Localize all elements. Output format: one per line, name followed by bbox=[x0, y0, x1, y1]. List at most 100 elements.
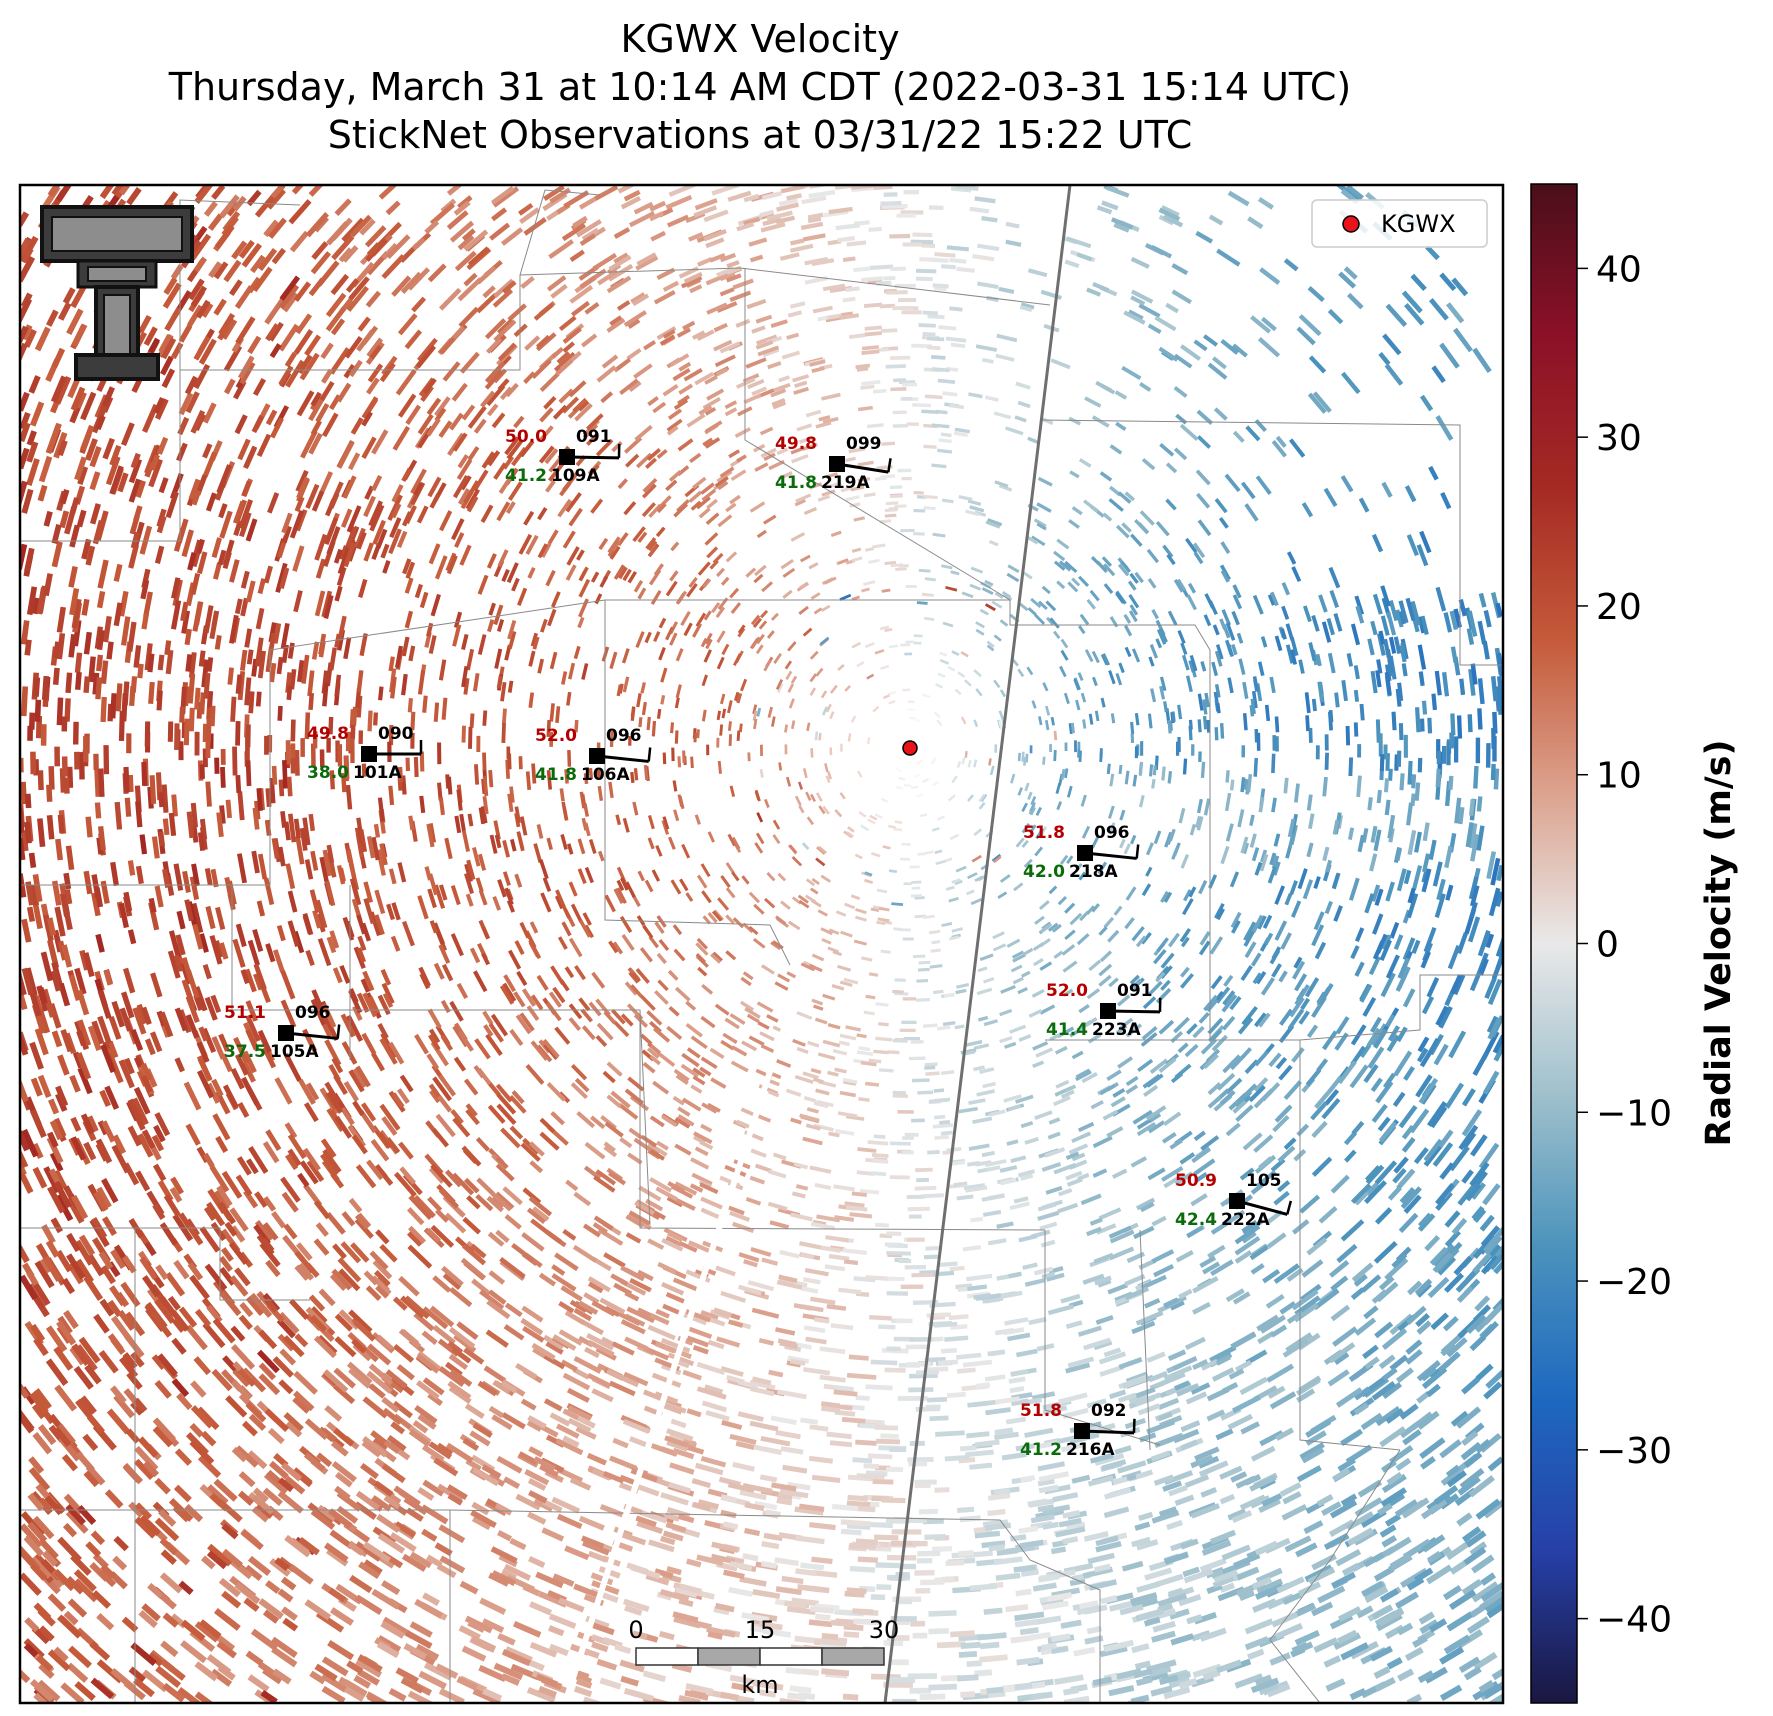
dewpoint-value: 42.4 bbox=[1175, 1210, 1217, 1230]
title-line-1: KGWX Velocity bbox=[620, 17, 900, 61]
dewpoint-value: 41.8 bbox=[535, 765, 577, 785]
temperature-value: 51.8 bbox=[1020, 1401, 1062, 1421]
wind-barb-flag bbox=[887, 458, 892, 473]
station-marker-icon bbox=[829, 456, 845, 472]
colorbar-tick-label: −10 bbox=[1596, 1093, 1672, 1134]
wind-barb-staff bbox=[285, 1031, 338, 1040]
station-marker-icon bbox=[1100, 1003, 1116, 1019]
station-222A: 50.9 105 42.4 222A bbox=[1175, 1171, 1293, 1230]
station-101A: 49.8 090 38.0 101A bbox=[307, 724, 423, 783]
colorbar-tick: 30 bbox=[1577, 418, 1642, 459]
temperature-value: 52.0 bbox=[535, 726, 577, 746]
colorbar: 40 30 20 10 0 −10 −20 −30 −40 Radial Velocity (m… bbox=[1530, 183, 1739, 1704]
colorbar-tick: −20 bbox=[1577, 1262, 1672, 1303]
colorbar-tick-label: 40 bbox=[1596, 249, 1642, 290]
station-marker-icon bbox=[361, 746, 377, 762]
wind-direction-value: 090 bbox=[378, 724, 414, 744]
county-boundaries bbox=[20, 189, 1503, 1703]
legend: KGWX bbox=[1311, 199, 1488, 248]
wind-direction-value: 091 bbox=[576, 427, 612, 447]
station-216A: 51.8 092 41.2 216A bbox=[1020, 1401, 1136, 1460]
wind-barb-staff bbox=[836, 462, 889, 474]
colorbar-tick: −10 bbox=[1577, 1093, 1672, 1134]
station-id-label: 223A bbox=[1092, 1020, 1141, 1040]
wind-barb-flag bbox=[336, 1024, 341, 1039]
dewpoint-value: 41.2 bbox=[505, 466, 547, 486]
station-218A: 51.8 096 42.0 218A bbox=[1023, 823, 1140, 882]
colorbar-tick-label: −30 bbox=[1596, 1431, 1672, 1472]
colorbar-tick: −40 bbox=[1577, 1600, 1672, 1641]
station-219A: 49.8 099 41.8 219A bbox=[775, 434, 892, 493]
title-line-2: Thursday, March 31 at 10:14 AM CDT (2022… bbox=[168, 65, 1352, 109]
colorbar-tick: −30 bbox=[1577, 1431, 1672, 1472]
colorbar-tick-label: 10 bbox=[1596, 756, 1642, 797]
temperature-value: 51.8 bbox=[1023, 823, 1065, 843]
station-id-label: 105A bbox=[270, 1042, 319, 1062]
station-marker-icon bbox=[1077, 845, 1093, 861]
wind-direction-value: 105 bbox=[1246, 1171, 1282, 1191]
dewpoint-value: 38.0 bbox=[307, 763, 349, 783]
station-id-label: 222A bbox=[1221, 1210, 1270, 1230]
station-id-label: 109A bbox=[551, 466, 600, 486]
radar-site-marker bbox=[899, 737, 921, 759]
wind-barb-staff bbox=[566, 455, 620, 460]
wind-direction-value: 096 bbox=[295, 1003, 331, 1023]
colorbar-tick: 40 bbox=[1577, 249, 1642, 290]
station-106A: 52.0 096 41.8 106A bbox=[535, 726, 652, 785]
temperature-value: 52.0 bbox=[1046, 981, 1088, 1001]
scale-tick-30: 30 bbox=[869, 1616, 900, 1644]
wind-barb-flag bbox=[1286, 1200, 1293, 1215]
wind-barb-staff bbox=[1236, 1199, 1288, 1216]
colorbar-tick: 10 bbox=[1577, 756, 1642, 797]
station-105A: 51.1 096 37.5 105A bbox=[224, 1003, 341, 1062]
station-marker-icon bbox=[589, 748, 605, 764]
temperature-value: 50.0 bbox=[505, 427, 547, 447]
scale-tick-15: 15 bbox=[745, 1616, 776, 1644]
dewpoint-value: 41.2 bbox=[1020, 1440, 1062, 1460]
title-line-3: StickNet Observations at 03/31/22 15:22 … bbox=[327, 113, 1193, 157]
station-id-label: 106A bbox=[581, 765, 630, 785]
colorbar-tick: 20 bbox=[1577, 587, 1642, 628]
beam-blockage-gap bbox=[562, 1009, 793, 1703]
wind-barb-staff bbox=[596, 754, 649, 763]
radar-velocity-field bbox=[20, 185, 1503, 1703]
colorbar-gradient bbox=[1530, 183, 1578, 1704]
dewpoint-value: 41.8 bbox=[775, 473, 817, 493]
temperature-value: 50.9 bbox=[1175, 1171, 1217, 1191]
station-marker-icon bbox=[1229, 1193, 1245, 1209]
state-line bbox=[883, 185, 1072, 1703]
scale-unit-label: km bbox=[741, 1671, 778, 1699]
wind-barb-staff bbox=[1084, 851, 1137, 860]
temperature-value: 49.8 bbox=[775, 434, 817, 454]
wind-barb-staff bbox=[1107, 1009, 1161, 1014]
station-id-label: 219A bbox=[821, 473, 870, 493]
scale-bar: 0 15 30 km bbox=[628, 1616, 899, 1699]
wind-barb-flag bbox=[647, 747, 652, 762]
wind-direction-value: 099 bbox=[846, 434, 882, 454]
dewpoint-value: 37.5 bbox=[224, 1042, 266, 1062]
station-id-label: 216A bbox=[1066, 1440, 1115, 1460]
colorbar-tick-label: 20 bbox=[1596, 587, 1642, 628]
legend-marker-icon bbox=[1342, 215, 1360, 233]
temperature-value: 51.1 bbox=[224, 1003, 266, 1023]
colorbar-tick-label: 30 bbox=[1596, 418, 1642, 459]
station-223A: 52.0 091 41.4 223A bbox=[1046, 981, 1162, 1040]
texas-tech-double-t-logo bbox=[40, 205, 194, 381]
wind-barb-staff bbox=[1081, 1429, 1135, 1435]
station-id-label: 101A bbox=[353, 763, 402, 783]
wind-direction-value: 092 bbox=[1091, 1401, 1127, 1421]
wind-direction-value: 091 bbox=[1117, 981, 1153, 1001]
scale-tick-0: 0 bbox=[628, 1616, 643, 1644]
wind-direction-value: 096 bbox=[606, 726, 642, 746]
wind-direction-value: 096 bbox=[1094, 823, 1130, 843]
station-109A: 50.0 091 41.2 109A bbox=[505, 427, 621, 486]
wind-barb-flag bbox=[1135, 844, 1140, 859]
station-marker-icon bbox=[559, 449, 575, 465]
colorbar-tick: 0 bbox=[1577, 925, 1619, 966]
station-id-label: 218A bbox=[1069, 862, 1118, 882]
colorbar-ticks: 40 30 20 10 0 −10 −20 −30 −40 bbox=[1577, 249, 1672, 1641]
legend-label: KGWX bbox=[1381, 210, 1456, 238]
